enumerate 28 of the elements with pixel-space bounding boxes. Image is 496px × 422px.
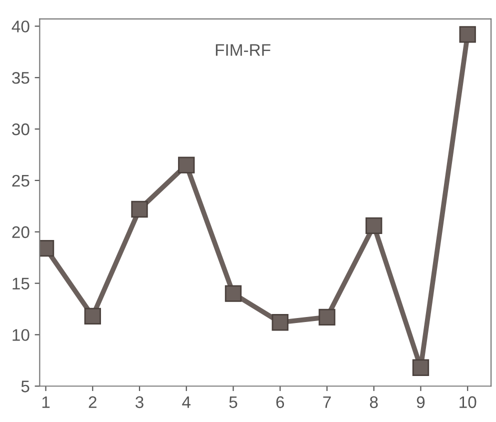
x-tick-label: 8	[370, 396, 378, 408]
y-tick-label: 15	[12, 278, 30, 290]
point	[412, 359, 430, 376]
point	[178, 156, 195, 174]
y-tick-label: 35	[12, 72, 30, 84]
y-tick-label: 30	[12, 123, 30, 136]
point	[224, 285, 242, 302]
x-tick-label: 6	[276, 396, 284, 408]
y-tick-label: 5	[21, 380, 30, 392]
point	[366, 217, 382, 234]
x-tick-label: 9	[416, 396, 425, 408]
x-tick-label: 4	[182, 396, 191, 408]
y-tick-label: 40	[12, 20, 30, 32]
x-tick-label: 2	[88, 396, 96, 408]
point	[318, 308, 336, 326]
x-tick-label: 7	[323, 396, 331, 408]
point	[84, 308, 101, 325]
y-tick-label: 20	[12, 226, 30, 238]
x-tick-label: 5	[229, 396, 238, 408]
x-tick-label: 3	[136, 396, 144, 408]
point	[459, 26, 476, 43]
point	[272, 314, 288, 331]
x-tick-label: 1	[42, 396, 50, 408]
x-tick-label: 10	[460, 396, 476, 408]
y-tick-label: 10	[12, 329, 30, 341]
y-tick-label: 25	[12, 174, 30, 187]
point	[131, 200, 148, 218]
text: FIM-RF	[216, 44, 270, 56]
